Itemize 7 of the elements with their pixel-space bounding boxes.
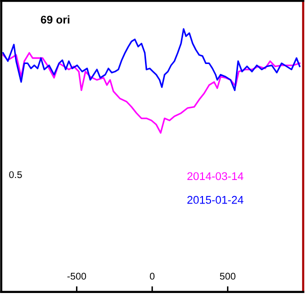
x-tick-label: 500 bbox=[220, 272, 236, 280]
x-tick-label: -500 bbox=[67, 272, 86, 280]
text: 0.5 bbox=[9, 171, 22, 178]
text: 2014-03-14 bbox=[187, 172, 244, 180]
x-tick-label: 0 bbox=[150, 272, 155, 280]
chart-title: 69 ori bbox=[40, 15, 70, 24]
text: 2015-01-24 bbox=[187, 196, 244, 204]
